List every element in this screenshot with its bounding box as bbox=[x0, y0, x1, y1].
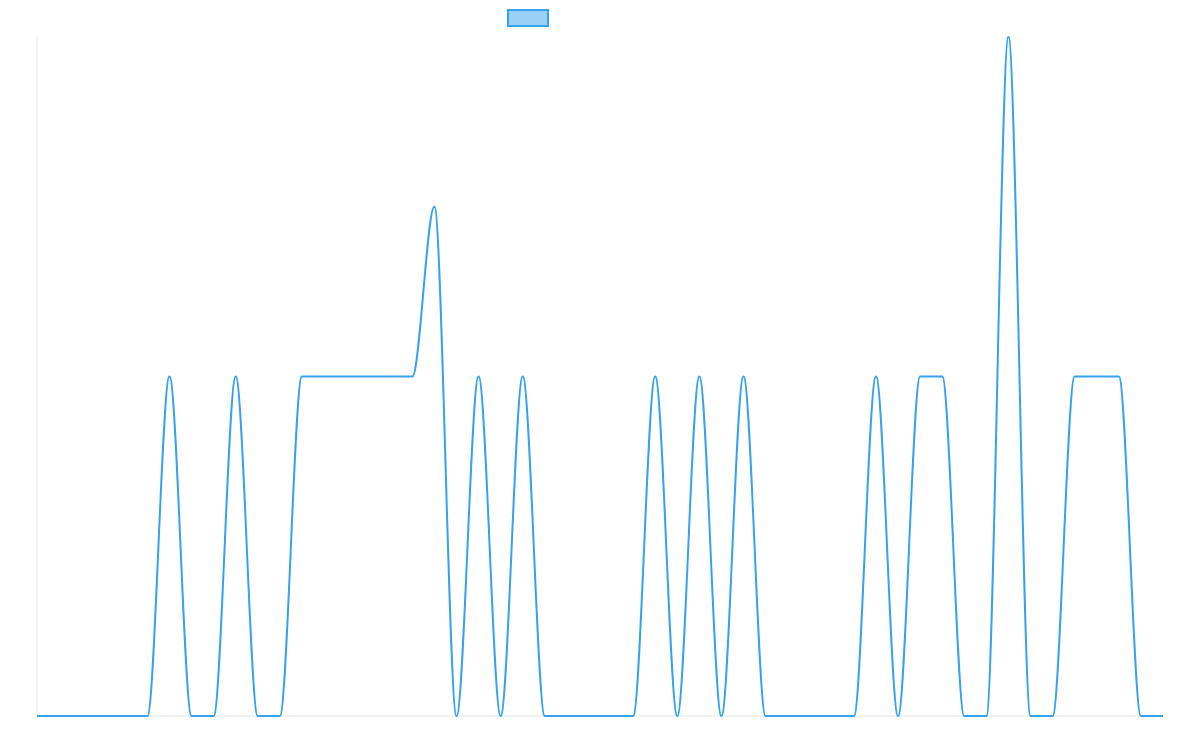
series-layer bbox=[37, 36, 1163, 717]
legend[interactable] bbox=[507, 9, 549, 27]
legend-swatch[interactable] bbox=[507, 9, 549, 27]
axes bbox=[36, 37, 1163, 717]
series-line bbox=[37, 36, 1163, 717]
